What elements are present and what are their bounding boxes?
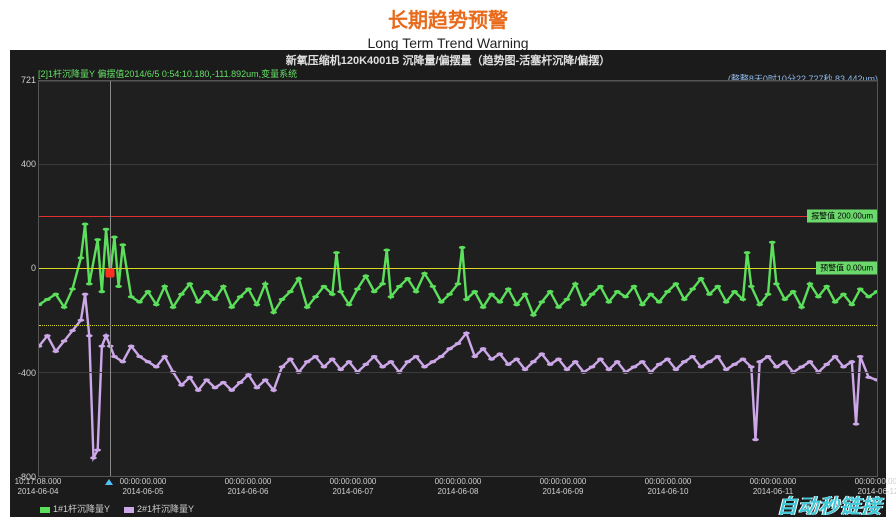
legend-item-1: 1#1杆沉降量Y [40,502,110,515]
title-en: Long Term Trend Warning [0,35,896,51]
chart-panel: 新氧压缩机120K4001B 沉降量/偏摆量（趋势图-活塞杆沉降/偏摆） [2]… [10,50,886,517]
y-axis: -800-4000400721 [10,80,38,477]
x-tick-label: 00:00:00.0002014-06-08 [435,477,482,497]
x-tick-label: 00:00:00.0002014-06-11 [750,477,797,497]
x-tick-label: 00:00:00.0002014-06-07 [330,477,377,497]
y-tick-label: 721 [21,75,36,85]
series-svg [39,81,877,476]
threshold-line [39,325,877,326]
grid-line [39,164,877,165]
threshold-tag: 报警值 200.00um [807,210,877,223]
cursor-marker [106,269,115,278]
threshold-line [39,216,877,217]
cursor-line[interactable] [110,81,111,476]
legend-bottom: 1#1杆沉降量Y 2#1杆沉降量Y [40,502,194,515]
cursor-triangle-icon [105,479,113,485]
title-cn: 长期趋势预警 [0,4,896,33]
page-header: 长期趋势预警 Long Term Trend Warning [0,0,896,53]
x-tick-label: 10:17:08.0002014-06-04 [15,477,62,497]
legend-item-2: 2#1杆沉降量Y [124,502,194,515]
y-tick-label: -400 [18,368,36,378]
grid-line [39,372,877,373]
x-tick-label: 00:00:00.0002014-06-05 [120,477,167,497]
x-tick-label: 00:00:00.0002014-06-09 [540,477,587,497]
x-tick-label: 00:00:00.0002014-06-10 [645,477,692,497]
legend-line-1: [2]1杆沉降量Y 偏摆值2014/6/5 0:54:10.180,-111.8… [38,68,297,80]
x-tick-label: 00:00:00.0002014-06-06 [225,477,272,497]
threshold-line [39,268,877,269]
threshold-tag: 预警值 0.00um [816,262,877,275]
grid-line [39,81,877,82]
y-tick-label: 400 [21,159,36,169]
x-tick-label: 00:00:00.0002014-06-12 [855,477,896,497]
y-tick-label: 0 [31,263,36,273]
plot-area[interactable]: 报警值 200.00um 预警值 0.00um [38,80,878,477]
chart-title: 新氧压缩机120K4001B 沉降量/偏摆量（趋势图-活塞杆沉降/偏摆） [10,52,886,68]
